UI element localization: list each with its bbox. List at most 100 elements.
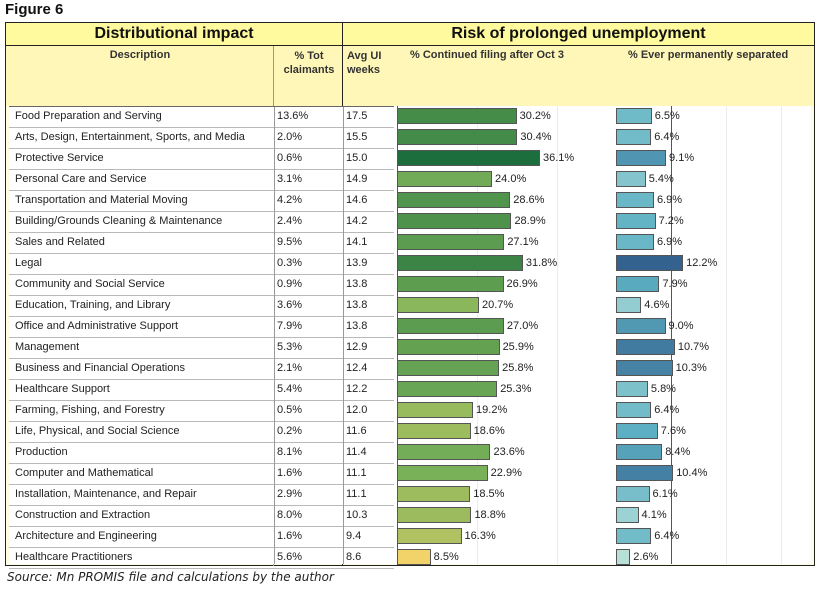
data-label-continued-filing: 27.1%	[507, 236, 539, 248]
data-label-perm-separated: 6.5%	[654, 110, 680, 122]
cell-avg-ui-weeks: 14.2	[346, 215, 368, 227]
data-label-continued-filing: 18.5%	[473, 488, 505, 500]
bar-continued-filing	[397, 507, 472, 523]
cell-pct-tot-claimants: 0.2%	[277, 425, 303, 437]
bar-continued-filing	[397, 192, 511, 208]
col-header-perm-separated: % Ever permanently separated	[628, 49, 789, 61]
bar-continued-filing	[397, 360, 500, 376]
cell-avg-ui-weeks: 9.4	[346, 530, 362, 542]
table-row: Architecture and Engineering 1.6% 9.4 16.3%…	[9, 526, 811, 547]
column-divider	[343, 106, 344, 564]
bar-perm-separated	[616, 129, 652, 145]
cell-description: Farming, Fishing, and Forestry	[15, 404, 165, 416]
data-label-continued-filing: 28.9%	[514, 215, 546, 227]
data-label-perm-separated: 7.6%	[660, 425, 686, 437]
source-note: Source: Mn PROMIS file and calculations …	[7, 570, 334, 584]
row-divider	[9, 169, 394, 170]
cell-avg-ui-weeks: 11.6	[346, 425, 367, 437]
bar-continued-filing	[397, 318, 504, 334]
cell-pct-tot-claimants: 0.6%	[277, 152, 303, 164]
bar-continued-filing	[397, 255, 523, 271]
data-label-perm-separated: 9.1%	[669, 152, 695, 164]
bar-perm-separated	[616, 381, 648, 397]
data-label-perm-separated: 7.2%	[658, 215, 684, 227]
table-row: Protective Service 0.6% 15.0 36.1% 9.1%	[9, 148, 811, 169]
bar-perm-separated	[616, 549, 631, 565]
row-divider	[9, 190, 394, 191]
cell-avg-ui-weeks: 12.0	[346, 404, 368, 416]
table-body: Food Preparation and Serving 13.6% 17.5 30.…	[9, 106, 811, 569]
row-divider	[9, 505, 394, 506]
cell-description: Transportation and Material Moving	[15, 194, 188, 206]
table-row: Installation, Maintenance, and Repair 2.9…	[9, 484, 811, 505]
cell-description: Sales and Related	[15, 236, 105, 248]
bar-perm-separated	[616, 150, 667, 166]
table-row: Production 8.1% 11.4 23.6% 8.4%	[9, 442, 811, 463]
row-divider	[9, 211, 394, 212]
cell-description: Production	[15, 446, 68, 458]
table-row: Healthcare Practitioners 5.6% 8.6 8.5% 2.6%	[9, 547, 811, 568]
row-divider	[9, 295, 394, 296]
bar-continued-filing	[397, 129, 518, 145]
cell-description: Community and Social Service	[15, 278, 165, 290]
cell-description: Healthcare Practitioners	[15, 551, 133, 563]
cell-pct-tot-claimants: 1.6%	[277, 530, 303, 542]
cell-avg-ui-weeks: 12.9	[346, 341, 368, 353]
cell-description: Office and Administrative Support	[15, 320, 179, 332]
data-label-continued-filing: 30.2%	[519, 110, 551, 122]
table-row: Farming, Fishing, and Forestry 0.5% 12.0 19…	[9, 400, 811, 421]
col-header-description: Description	[109, 49, 171, 61]
row-divider	[9, 463, 394, 464]
table-row: Community and Social Service 0.9% 13.8 26.9…	[9, 274, 811, 295]
cell-pct-tot-claimants: 4.2%	[277, 194, 303, 206]
bar-perm-separated	[616, 444, 663, 460]
cell-avg-ui-weeks: 13.8	[346, 299, 368, 311]
data-label-perm-separated: 4.1%	[641, 509, 667, 521]
data-label-continued-filing: 27.0%	[506, 320, 539, 332]
cell-description: Construction and Extraction	[15, 509, 151, 521]
table-row: Management 5.3% 12.9 25.9% 10.7%	[9, 337, 811, 358]
cell-description: Management	[15, 341, 80, 353]
data-label-perm-separated: 4.6%	[644, 299, 670, 311]
bar-perm-separated	[616, 108, 652, 124]
row-divider	[9, 526, 394, 527]
cell-description: Legal	[15, 257, 42, 269]
bar-perm-separated	[616, 276, 660, 292]
data-label-perm-separated: 10.7%	[677, 341, 710, 353]
cell-pct-tot-claimants: 2.9%	[277, 488, 303, 500]
bar-perm-separated	[616, 423, 658, 439]
cell-pct-tot-claimants: 7.9%	[277, 320, 303, 332]
bar-perm-separated	[616, 255, 684, 271]
cell-pct-tot-claimants: 5.3%	[277, 341, 303, 353]
data-label-perm-separated: 10.3%	[675, 362, 707, 374]
bar-perm-separated	[616, 465, 674, 481]
cell-avg-ui-weeks: 13.8	[346, 320, 368, 332]
gridline	[781, 106, 782, 564]
table-row: Building/Grounds Cleaning & Maintenance 2…	[9, 211, 811, 232]
bar-perm-separated	[616, 507, 639, 523]
bar-continued-filing	[397, 276, 504, 292]
col-header-avg-ui-weeks: Avg UI weeks	[347, 50, 382, 76]
bar-continued-filing	[397, 339, 500, 355]
data-label-perm-separated: 6.4%	[654, 404, 680, 416]
data-label-continued-filing: 22.9%	[490, 467, 522, 479]
data-label-perm-separated: 10.4%	[676, 467, 708, 479]
data-label-continued-filing: 24.0%	[495, 173, 527, 185]
bar-perm-separated	[616, 213, 656, 229]
bar-perm-separated	[616, 171, 646, 187]
row-divider	[9, 274, 394, 275]
row-divider	[9, 442, 394, 443]
data-label-perm-separated: 8.4%	[665, 446, 691, 458]
bar-continued-filing	[397, 486, 471, 502]
table-row: Education, Training, and Library 3.6% 13.8…	[9, 295, 811, 316]
cell-pct-tot-claimants: 0.9%	[277, 278, 303, 290]
cell-description: Protective Service	[15, 152, 104, 164]
table-row: Sales and Related 9.5% 14.1 27.1% 6.9%	[9, 232, 811, 253]
table-row: Construction and Extraction 8.0% 10.3 18.8%…	[9, 505, 811, 526]
cell-pct-tot-claimants: 5.6%	[277, 551, 303, 563]
bar-perm-separated	[616, 360, 673, 376]
data-label-continued-filing: 20.7%	[481, 299, 514, 311]
row-divider	[9, 421, 394, 422]
cell-pct-tot-claimants: 2.4%	[277, 215, 303, 227]
row-divider	[9, 232, 394, 233]
